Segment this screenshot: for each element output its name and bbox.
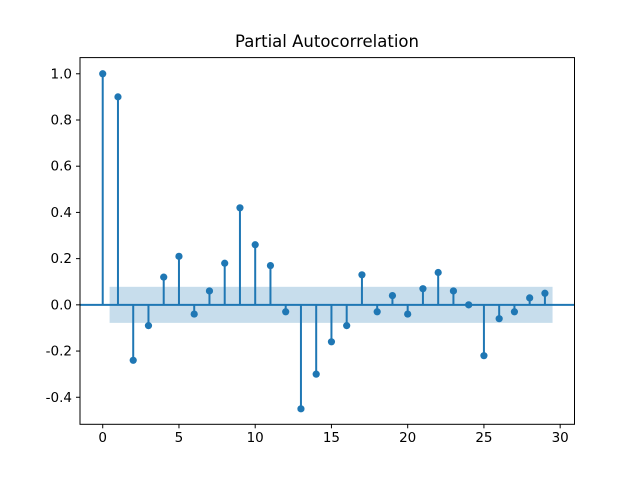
stem-marker-lag-22 [434, 268, 442, 277]
stem-marker-lag-12 [282, 308, 290, 316]
y-tick-label: 0.8 [51, 112, 72, 128]
stem-marker-lag-24 [465, 301, 473, 309]
y-tick-label: 1.0 [51, 66, 72, 82]
stem-marker-lag-29 [541, 289, 549, 297]
stem-marker-lag-14 [312, 370, 320, 378]
x-tick-label: 10 [247, 430, 264, 446]
stem-marker-lag-6 [190, 310, 198, 318]
stem-marker-lag-16 [343, 322, 351, 330]
stem-marker-lag-11 [266, 261, 275, 270]
x-tick-label: 20 [399, 430, 416, 446]
x-tick-label: 15 [323, 430, 340, 446]
axes-spines [79, 57, 575, 425]
y-tick-label: -0.2 [46, 344, 72, 360]
stem-marker-lag-19 [388, 291, 397, 300]
stem-marker-lag-10 [251, 241, 259, 249]
y-tick-label: 0.2 [51, 251, 72, 267]
stem-marker-lag-21 [419, 285, 427, 293]
stem-marker-lag-28 [526, 294, 534, 302]
stem-marker-lag-7 [205, 287, 214, 295]
stem-marker-lag-18 [373, 308, 381, 316]
x-tick-label: 30 [552, 430, 569, 446]
stem-marker-lag-13 [297, 405, 305, 413]
axes-layer: 0 5 10 15 20 25 30 -0.4 -0.2 0.0 0.2 0.4 0.6 0.8 1.0 [46, 57, 575, 446]
x-tick-label: 25 [475, 430, 492, 446]
stem-marker-lag-2 [129, 356, 137, 364]
y-tick-label: -0.4 [46, 390, 72, 406]
y-tick-label: 0.6 [51, 159, 72, 175]
stem-marker-lag-17 [358, 271, 366, 279]
x-tick-label: 5 [175, 430, 184, 446]
stem-marker-lag-1 [114, 93, 122, 101]
stem-marker-lag-9 [236, 204, 244, 212]
stem-marker-lag-8 [221, 259, 229, 267]
stem-marker-lag-5 [175, 252, 183, 260]
x-tick-label: 0 [98, 430, 107, 446]
stem-marker-lag-20 [404, 310, 412, 318]
stem-marker-lag-15 [327, 338, 336, 346]
stem-marker-lag-26 [495, 315, 503, 323]
stem-layer [80, 70, 575, 413]
stem-marker-lag-25 [480, 352, 488, 360]
stem-marker-lag-4 [160, 273, 168, 281]
stem-marker-lag-27 [510, 308, 519, 316]
stem-marker-lag-23 [449, 287, 458, 295]
y-tick-label: 0.4 [51, 205, 72, 221]
chart-title: Partial Autocorrelation [235, 32, 419, 51]
y-tick-label: 0.0 [51, 297, 72, 313]
stem-marker-lag-3 [144, 322, 153, 330]
stem-marker-lag-0 [99, 70, 107, 78]
